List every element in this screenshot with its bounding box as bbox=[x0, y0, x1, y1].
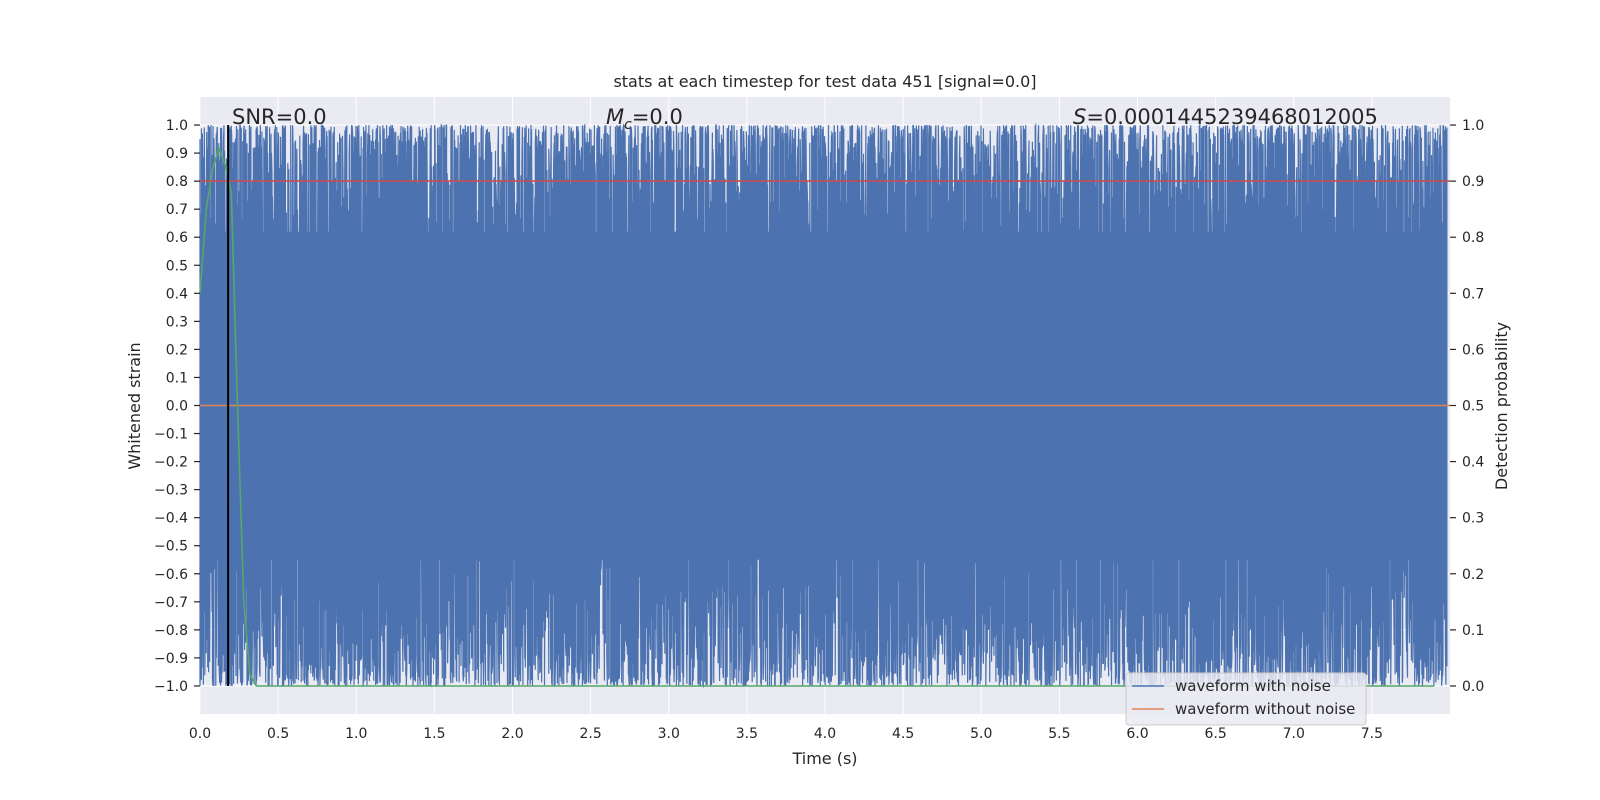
legend: waveform with noise waveform without noi… bbox=[1125, 672, 1367, 726]
y2-tick-label: 1.0 bbox=[1462, 118, 1484, 134]
y-tick-label: 0.2 bbox=[166, 342, 188, 358]
line-series bbox=[199, 125, 1450, 687]
y-tick-label: 0.6 bbox=[166, 230, 188, 246]
y-tick-label: 0.9 bbox=[166, 146, 188, 162]
y-tick-label: −0.1 bbox=[154, 427, 188, 443]
x-tick-label: 4.5 bbox=[892, 726, 914, 742]
y2-axis-label: Detection probability bbox=[1492, 322, 1511, 490]
mc-annotation: Mc=0.0 bbox=[606, 105, 683, 133]
y2-tick-label: 0.0 bbox=[1462, 679, 1484, 695]
y2-tick-label: 0.9 bbox=[1462, 174, 1484, 190]
x-tick-label: 0.5 bbox=[267, 726, 289, 742]
y-tick-label: 0.1 bbox=[166, 370, 188, 386]
y-axis-ticks: 1.0 0.9 0.8 0.7 0.6 0.5 0.4 0.3 0.2 0.1 0.0 −0.1 −0.… bbox=[154, 118, 200, 695]
y-tick-label: 0.4 bbox=[166, 286, 188, 302]
y-tick-label: −0.6 bbox=[154, 567, 188, 583]
y-tick-label: −0.3 bbox=[154, 483, 188, 499]
snr-annotation: SNR=0.0 bbox=[232, 105, 327, 129]
y2-tick-label: 0.1 bbox=[1462, 623, 1484, 639]
legend-label-clean: waveform without noise bbox=[1175, 700, 1355, 718]
noise-waveform-core bbox=[200, 231, 1447, 560]
x-tick-label: 2.0 bbox=[501, 726, 523, 742]
y-axis-label: Whitened strain bbox=[125, 342, 144, 469]
series-line-detection-probability bbox=[199, 144, 1435, 687]
y-tick-label: 0.7 bbox=[166, 202, 188, 218]
y-tick-label: 0.8 bbox=[166, 174, 188, 190]
y-tick-label: 0.5 bbox=[166, 258, 188, 274]
x-tick-label: 4.0 bbox=[814, 726, 836, 742]
y-tick-label: −0.9 bbox=[154, 651, 188, 667]
y-tick-label: −0.4 bbox=[154, 511, 188, 527]
legend-label-noise: waveform with noise bbox=[1175, 677, 1331, 695]
x-tick-label: 6.0 bbox=[1126, 726, 1148, 742]
mc-symbol: M bbox=[606, 105, 624, 129]
y2-tick-label: 0.8 bbox=[1462, 230, 1484, 246]
s-annotation: S=0.0001445239468012005 bbox=[1073, 105, 1378, 129]
x-tick-label: 5.0 bbox=[970, 726, 992, 742]
mc-value: =0.0 bbox=[632, 105, 683, 129]
y-tick-label: 0.3 bbox=[166, 314, 188, 330]
chart-title: stats at each timestep for test data 451… bbox=[613, 72, 1036, 91]
y-tick-label: −0.8 bbox=[154, 623, 188, 639]
x-tick-label: 7.5 bbox=[1361, 726, 1383, 742]
y2-tick-label: 0.5 bbox=[1462, 399, 1484, 415]
x-axis-ticks: 0.0 0.5 1.0 1.5 2.0 2.5 3.0 3.5 4.0 4.5 5.0 5.5 6.0 6… bbox=[189, 726, 1383, 742]
x-tick-label: 1.5 bbox=[423, 726, 445, 742]
x-tick-label: 6.5 bbox=[1204, 726, 1226, 742]
x-tick-label: 1.0 bbox=[345, 726, 367, 742]
y-tick-label: −1.0 bbox=[154, 679, 188, 695]
x-tick-label: 3.0 bbox=[658, 726, 680, 742]
x-tick-label: 2.5 bbox=[579, 726, 601, 742]
y-tick-label: −0.2 bbox=[154, 455, 188, 471]
y-tick-label: 1.0 bbox=[166, 118, 188, 134]
y2-tick-label: 0.3 bbox=[1462, 511, 1484, 527]
x-tick-label: 3.5 bbox=[736, 726, 758, 742]
legend-box bbox=[1125, 672, 1367, 726]
y2-tick-label: 0.6 bbox=[1462, 342, 1484, 358]
s-value: =0.0001445239468012005 bbox=[1086, 105, 1378, 129]
y2-axis-ticks: 1.0 0.9 0.8 0.7 0.6 0.5 0.4 0.3 0.2 0.1 0.0 bbox=[1450, 118, 1484, 695]
s-symbol: S bbox=[1073, 105, 1086, 129]
x-tick-label: 0.0 bbox=[189, 726, 211, 742]
y2-tick-label: 0.7 bbox=[1462, 286, 1484, 302]
x-tick-label: 7.0 bbox=[1283, 726, 1305, 742]
y-tick-label: −0.7 bbox=[154, 595, 188, 611]
y-tick-label: 0.0 bbox=[166, 399, 188, 415]
mc-subscript: c bbox=[624, 117, 632, 133]
noise-series bbox=[199, 123, 1448, 689]
y2-tick-label: 0.2 bbox=[1462, 567, 1484, 583]
x-tick-label: 5.5 bbox=[1048, 726, 1070, 742]
y2-tick-label: 0.4 bbox=[1462, 455, 1484, 471]
x-axis-label: Time (s) bbox=[791, 749, 857, 768]
y-tick-label: −0.5 bbox=[154, 539, 188, 555]
